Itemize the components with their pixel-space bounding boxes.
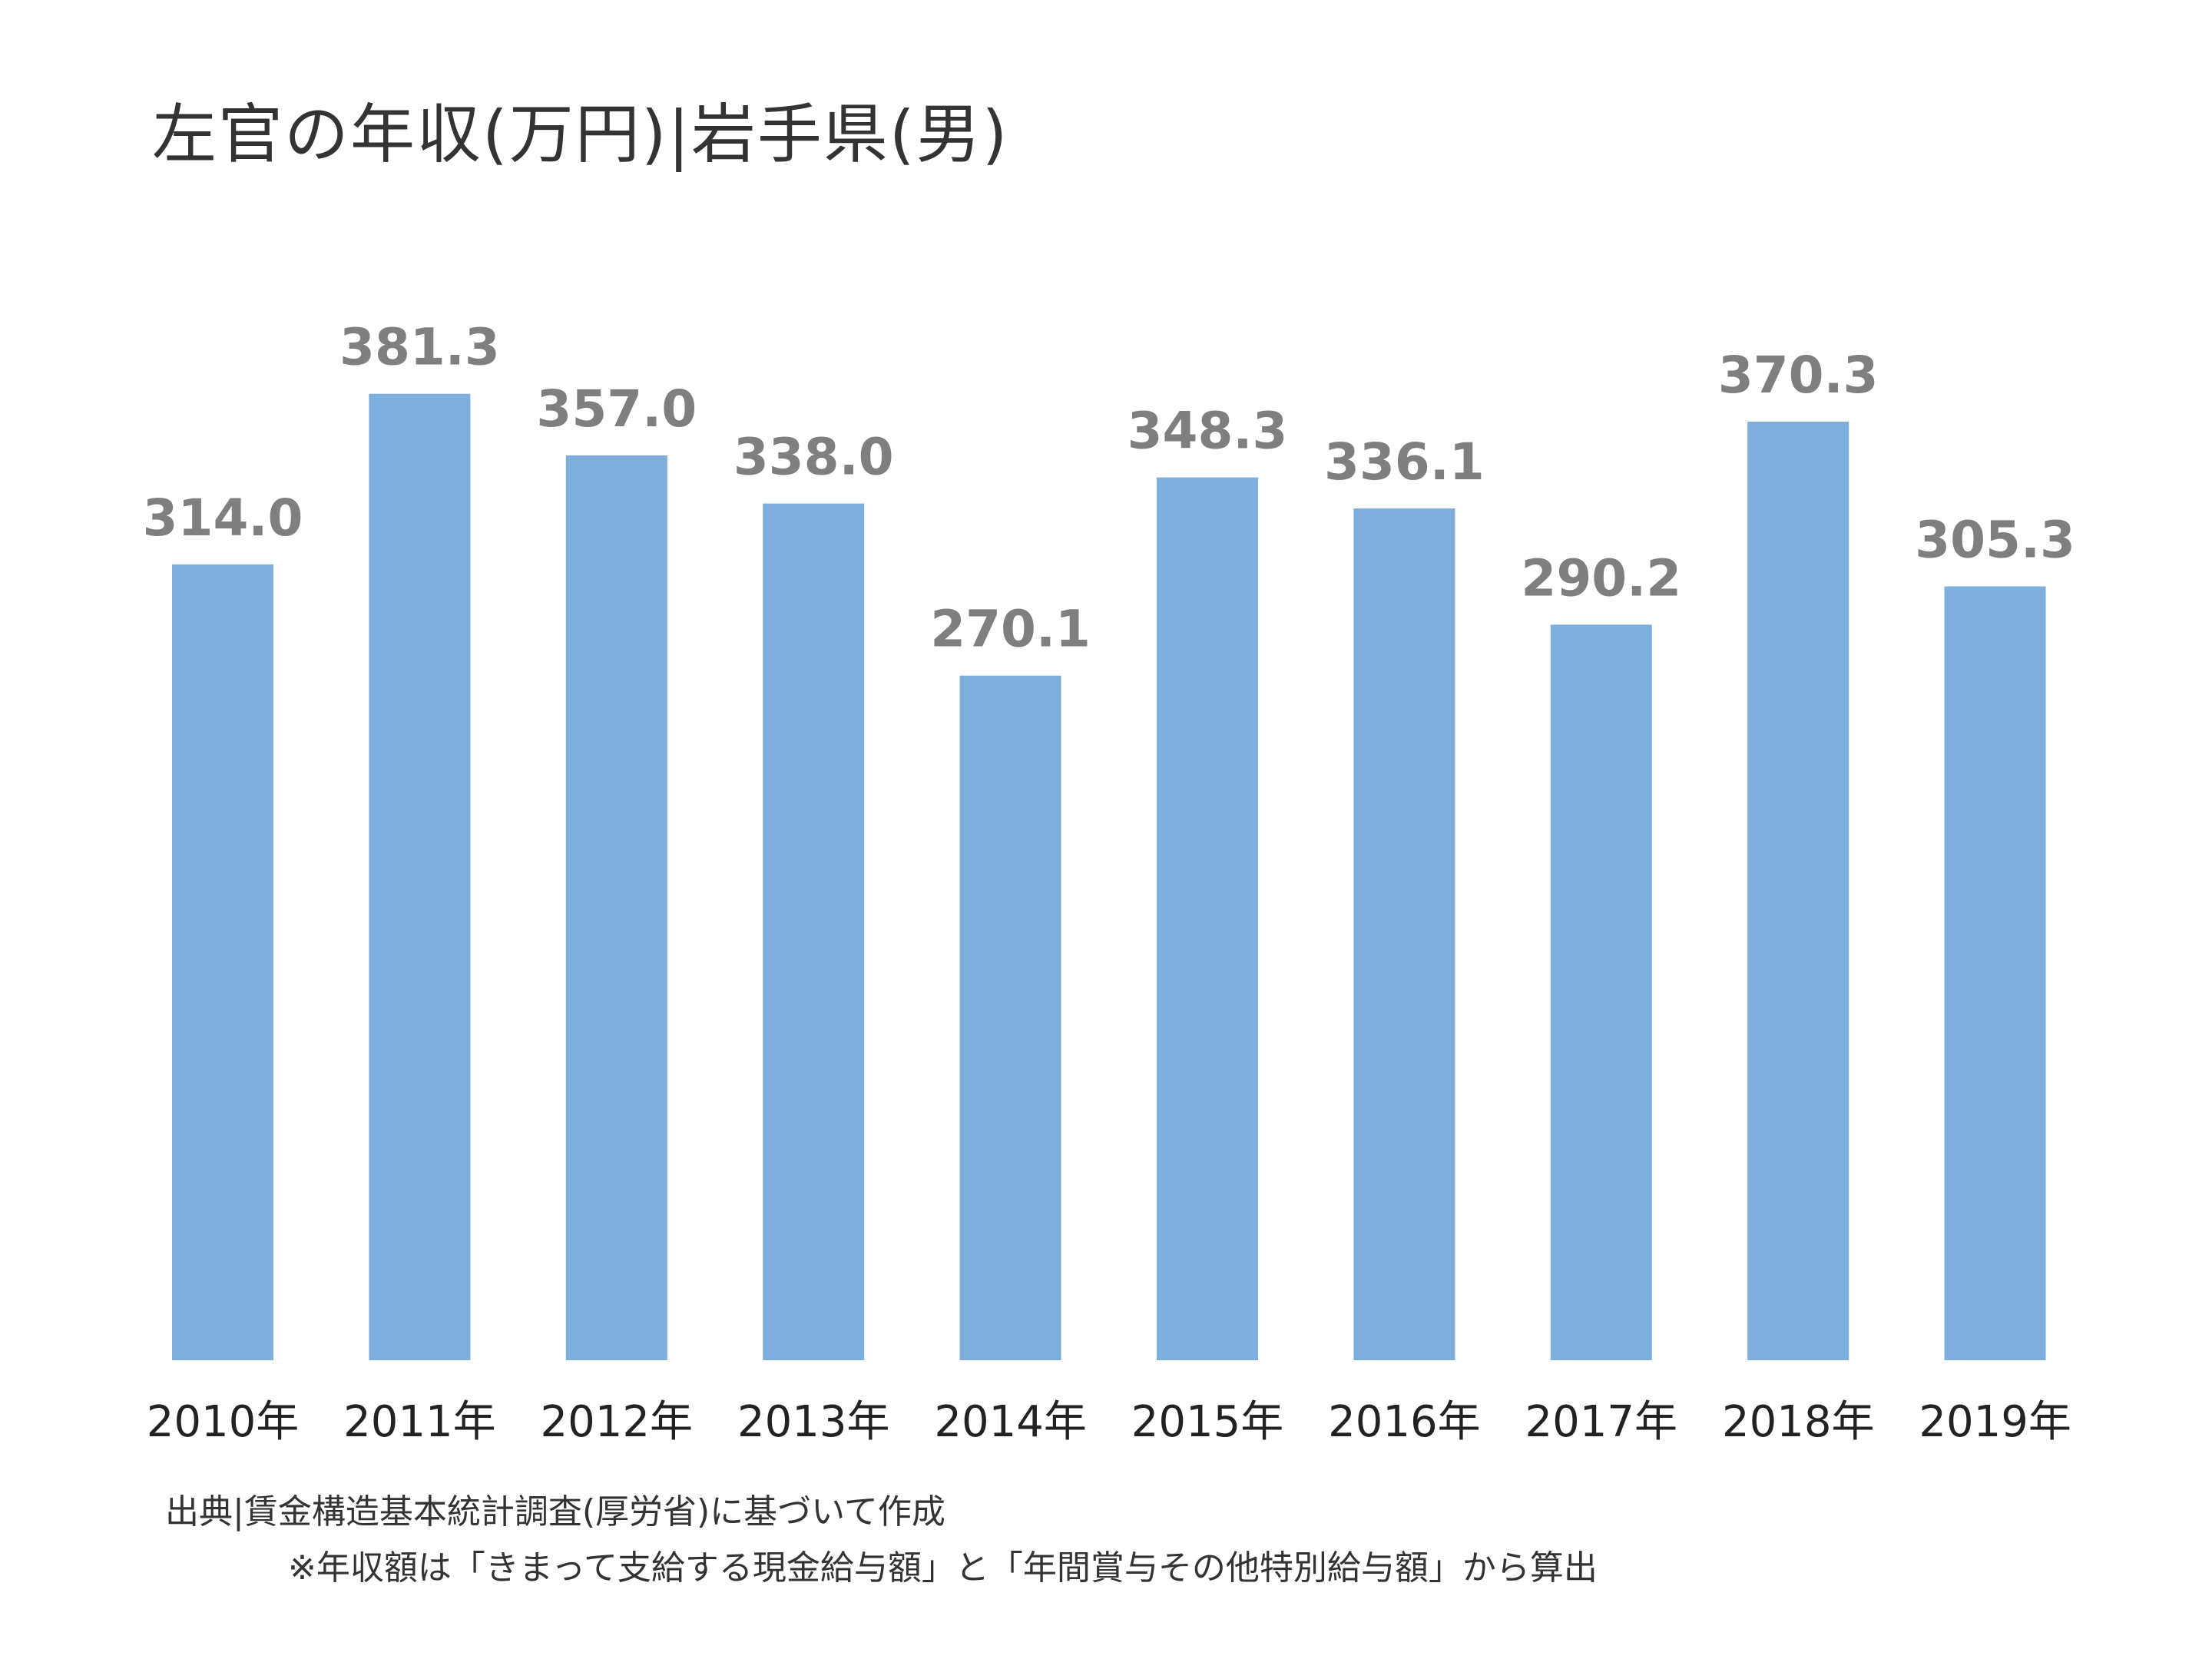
bar-value-label: 381.3	[339, 318, 500, 377]
value-labels-group: 314.0 381.3 357.0 338.0 270.1 348.3 336.1 290.2…	[143, 318, 2075, 659]
source-note: 出典|賃金構造基本統計調査(厚労省)に基づいて作成	[165, 1492, 945, 1532]
bar-7	[1353, 508, 1455, 1360]
bar-8	[1550, 624, 1652, 1360]
bar-1	[172, 564, 273, 1360]
x-tick-label: 2015年	[1131, 1397, 1284, 1447]
x-tick-label: 2010年	[147, 1397, 300, 1447]
bar-value-label: 305.3	[1915, 511, 2075, 570]
bar-4	[763, 503, 865, 1360]
bar-value-label: 338.0	[733, 428, 894, 487]
x-tick-label: 2014年	[934, 1397, 1087, 1447]
bar-9	[1747, 422, 1849, 1360]
bar-6	[1157, 477, 1258, 1360]
bar-5	[959, 675, 1061, 1360]
x-tick-label: 2018年	[1722, 1397, 1875, 1447]
bar-value-label: 336.1	[1324, 432, 1485, 492]
bars-group	[172, 393, 2046, 1361]
bar-2	[369, 393, 471, 1361]
x-tick-label: 2013年	[737, 1397, 890, 1447]
bar-value-label: 290.2	[1521, 548, 1681, 608]
x-tick-label: 2019年	[1919, 1397, 2071, 1447]
bar-value-label: 370.3	[1718, 346, 1879, 405]
bar-value-label: 348.3	[1128, 402, 1288, 461]
bar-value-label: 314.0	[143, 488, 303, 548]
bar-3	[565, 455, 667, 1360]
x-axis-tick-labels: 2010年 2011年 2012年 2013年 2014年 2015年 2016年 2017年…	[147, 1397, 2071, 1447]
x-tick-label: 2011年	[343, 1397, 496, 1447]
x-tick-label: 2016年	[1328, 1397, 1481, 1447]
x-tick-label: 2012年	[541, 1397, 694, 1447]
bar-value-label: 357.0	[536, 379, 697, 439]
calculation-note: ※年収額は「きまって支給する現金給与額」と「年間賞与その他特別給与額」から算出	[288, 1548, 1598, 1588]
x-tick-label: 2017年	[1525, 1397, 1678, 1447]
page-title: 左官の年収(万円)|岩手県(男)	[152, 97, 1009, 172]
bar-10	[1944, 586, 2046, 1360]
bar-value-label: 270.1	[930, 600, 1091, 659]
